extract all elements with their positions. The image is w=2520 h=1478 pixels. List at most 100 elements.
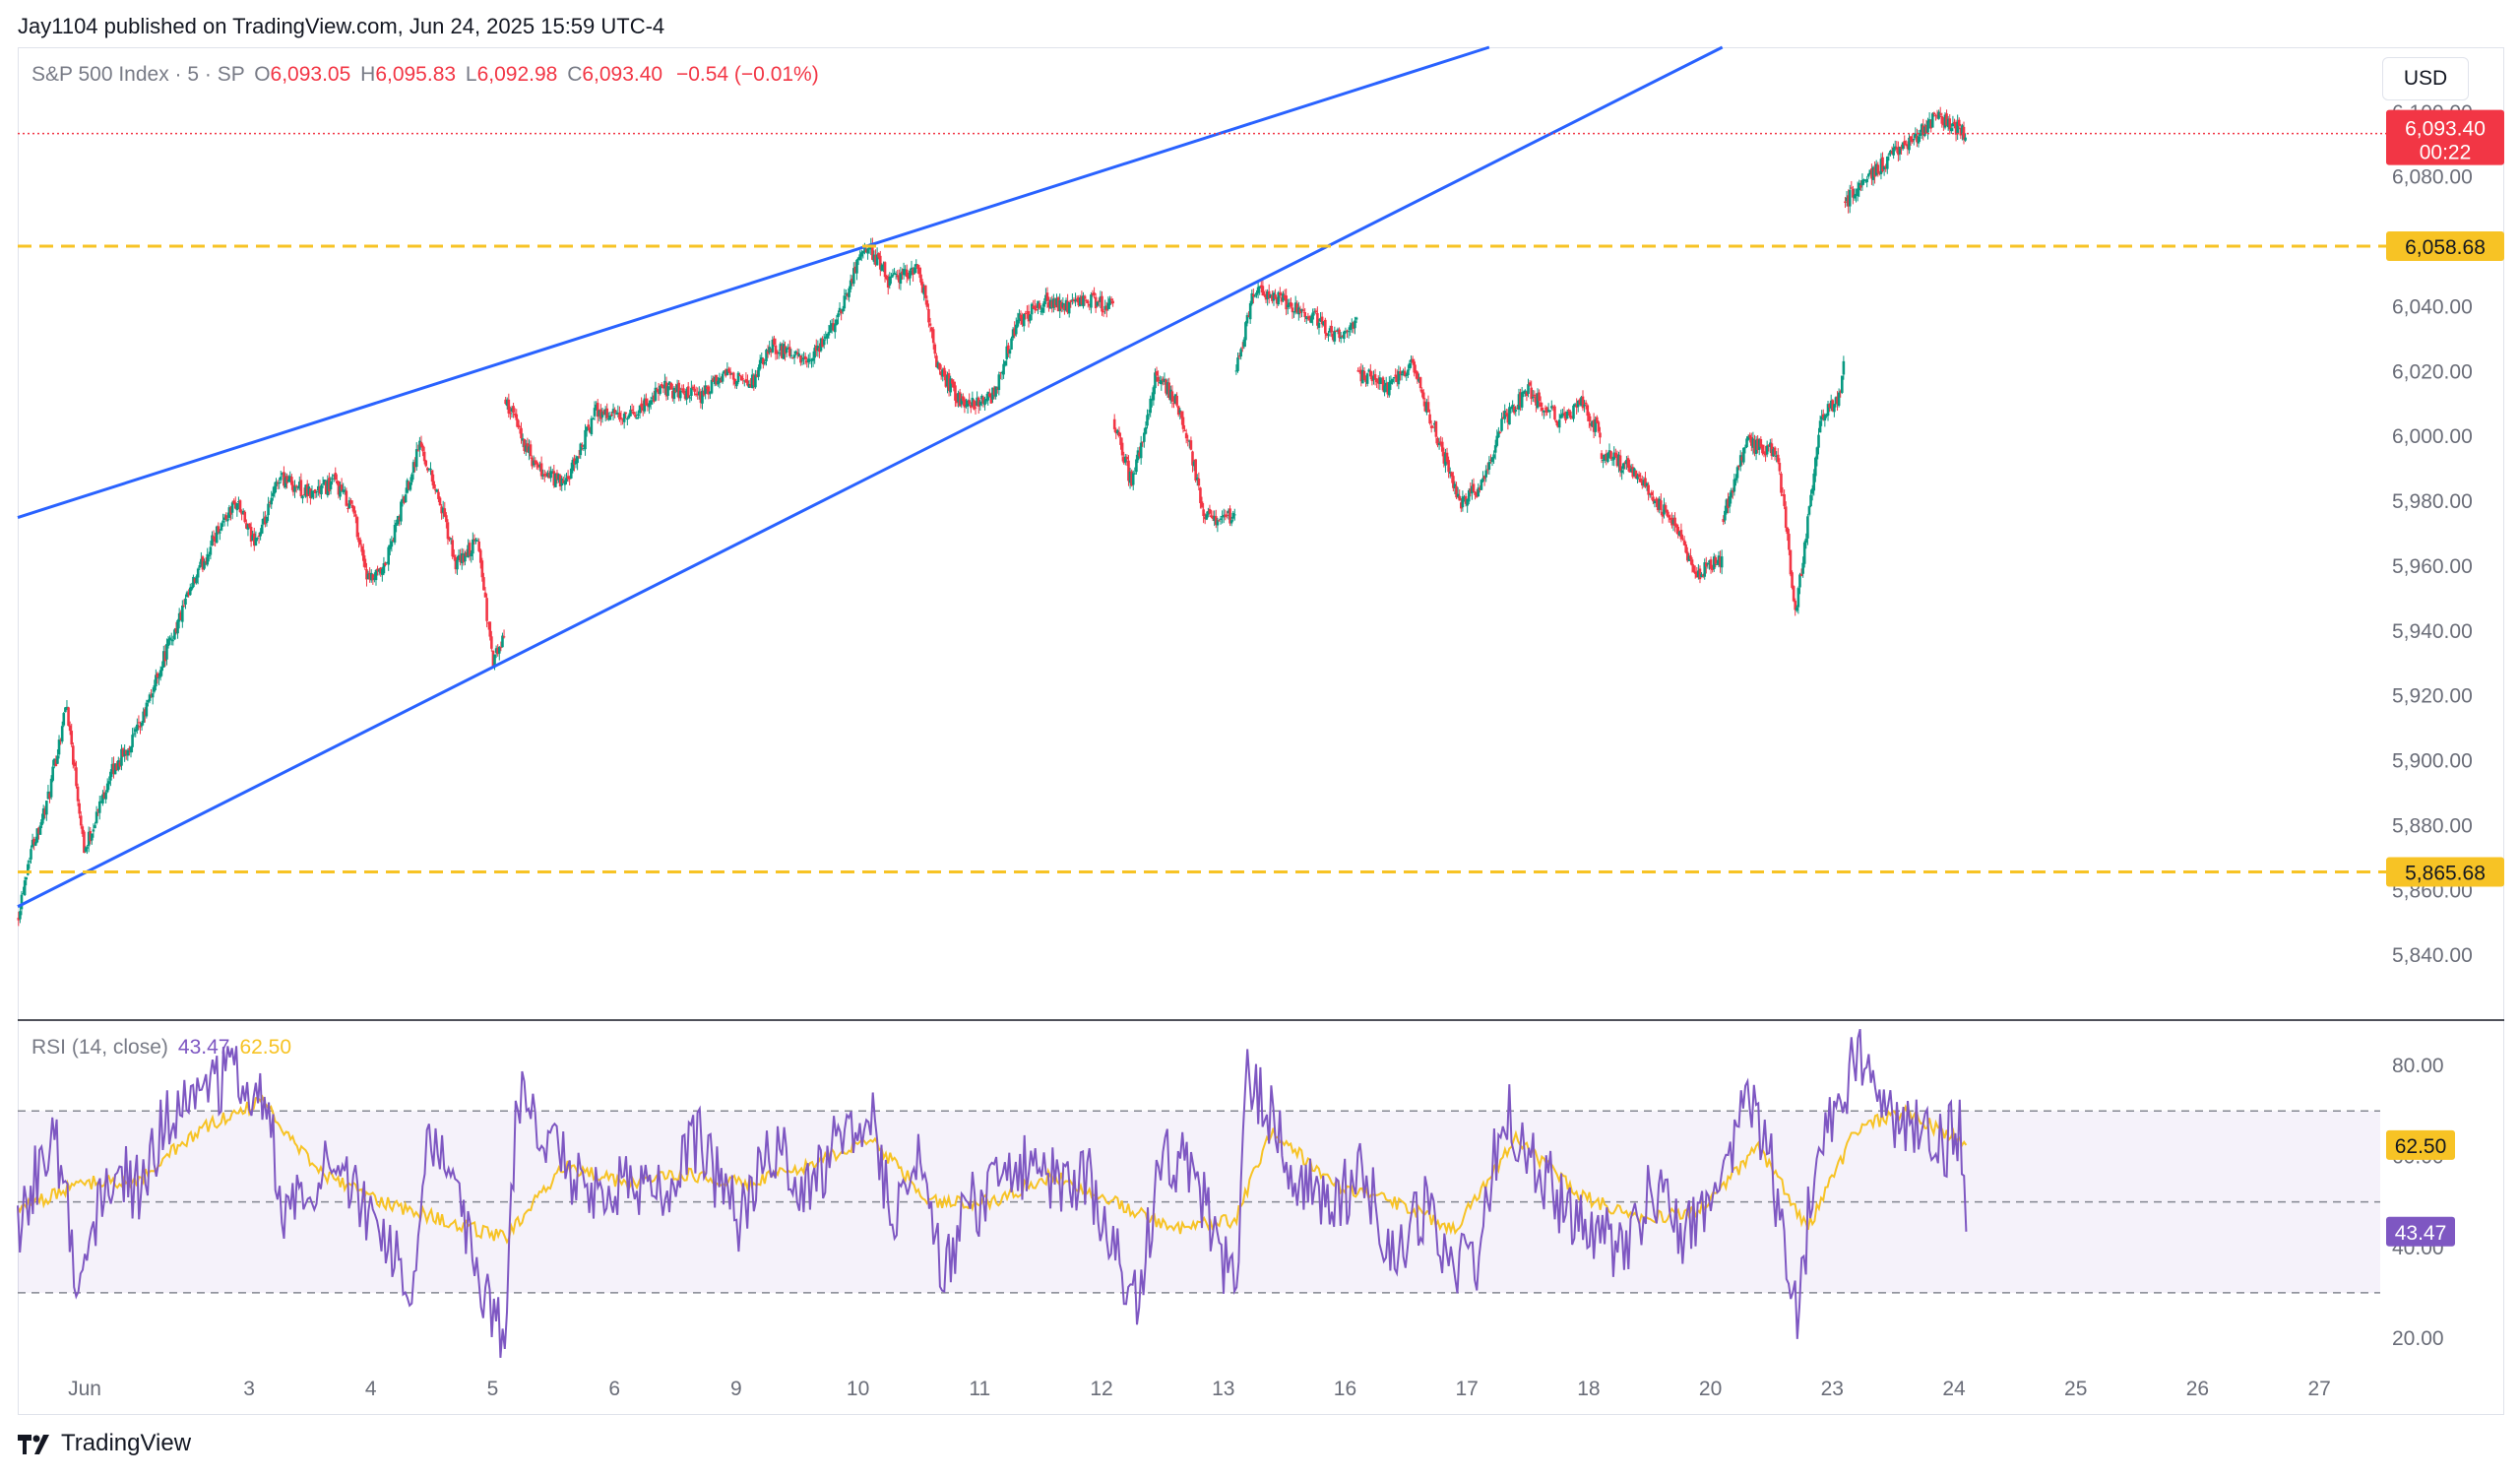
candle — [885, 275, 888, 281]
candle-body — [1678, 531, 1681, 537]
candle — [168, 635, 171, 645]
candle — [393, 519, 397, 546]
candle-body — [1658, 498, 1662, 510]
candle-body — [904, 269, 907, 272]
candle — [515, 409, 519, 427]
candle-body — [59, 739, 62, 741]
candle — [1461, 490, 1465, 512]
candle — [1207, 507, 1210, 518]
candle-body — [1681, 538, 1684, 540]
candle — [1826, 400, 1830, 421]
candle-body — [1761, 444, 1764, 454]
candle — [1195, 474, 1199, 486]
candle — [1040, 303, 1044, 316]
candle — [275, 478, 278, 493]
candle-body — [328, 478, 331, 491]
candle — [518, 424, 522, 434]
candle-body — [816, 346, 820, 351]
candle — [254, 531, 258, 546]
candle — [413, 457, 416, 473]
candle-body — [121, 748, 125, 757]
candle-body — [592, 418, 595, 420]
candle — [209, 541, 213, 560]
candle-body — [505, 399, 509, 407]
candle — [32, 836, 35, 851]
candle-body — [143, 709, 147, 716]
candle — [25, 876, 29, 886]
candle — [301, 494, 304, 504]
candle-body — [641, 407, 645, 412]
candle — [1817, 427, 1820, 455]
candle — [1572, 404, 1575, 422]
candle-body — [1666, 509, 1669, 516]
candle-body — [596, 403, 599, 418]
candle — [1380, 377, 1383, 385]
candle-body — [297, 482, 301, 489]
candle — [807, 353, 810, 368]
candle-body — [396, 516, 400, 525]
candle-body — [1903, 140, 1907, 146]
candle-body — [1750, 436, 1753, 446]
candle-body — [995, 387, 999, 389]
candle — [260, 518, 264, 535]
candle — [919, 267, 922, 286]
candle-body — [954, 385, 957, 401]
candle — [1554, 418, 1558, 426]
candle — [902, 262, 906, 280]
candle — [1818, 415, 1822, 433]
candle — [1007, 342, 1010, 357]
candle-body — [1781, 494, 1785, 496]
candle-body — [1331, 333, 1335, 341]
rsi-title[interactable]: RSI (14, close) — [32, 1036, 168, 1059]
candle — [418, 436, 421, 458]
candle-body — [1450, 472, 1454, 477]
candle-body — [735, 381, 738, 387]
candle — [1549, 400, 1553, 411]
candle — [1122, 451, 1126, 465]
candle — [494, 645, 498, 659]
candle-body — [1002, 363, 1005, 375]
candle-body — [1599, 432, 1602, 438]
candle-body — [169, 639, 173, 641]
candle-body — [270, 497, 274, 505]
candle — [1050, 295, 1054, 313]
candle-body — [92, 829, 95, 832]
candle-body — [268, 501, 272, 503]
trendline-lower — [17, 45, 1724, 909]
rsi-tick-label: 20.00 — [2392, 1327, 2444, 1350]
candle — [99, 795, 103, 803]
candle — [128, 745, 131, 756]
candle — [373, 572, 376, 583]
symbol-title[interactable]: S&P 500 Index · 5 · SP — [32, 63, 245, 86]
candle-body — [1167, 382, 1171, 399]
candle-body — [1178, 410, 1182, 414]
candle — [624, 412, 628, 419]
candle — [23, 876, 27, 897]
candle — [1786, 527, 1790, 542]
candle-body — [1233, 514, 1236, 516]
candle-body — [60, 726, 64, 742]
candle-body — [541, 475, 545, 477]
candle-body — [1077, 297, 1081, 306]
candle-body — [613, 410, 616, 414]
candle — [187, 589, 190, 598]
candle — [969, 402, 973, 414]
candle — [677, 379, 680, 402]
candle — [48, 791, 51, 803]
candle — [1219, 515, 1223, 525]
currency-button[interactable]: USD — [2382, 57, 2469, 100]
price-tick-label: 5,980.00 — [2392, 490, 2473, 513]
candle-body — [1906, 145, 1910, 150]
candle-body — [179, 611, 183, 620]
candle — [1545, 406, 1548, 417]
candle-body — [1545, 407, 1548, 413]
candle-body — [683, 393, 687, 399]
candle — [1614, 448, 1617, 459]
candle — [151, 687, 155, 705]
candle — [840, 309, 843, 321]
candle — [1416, 370, 1419, 384]
candle — [297, 476, 301, 491]
candle — [1378, 371, 1382, 390]
candle-body — [265, 516, 269, 524]
